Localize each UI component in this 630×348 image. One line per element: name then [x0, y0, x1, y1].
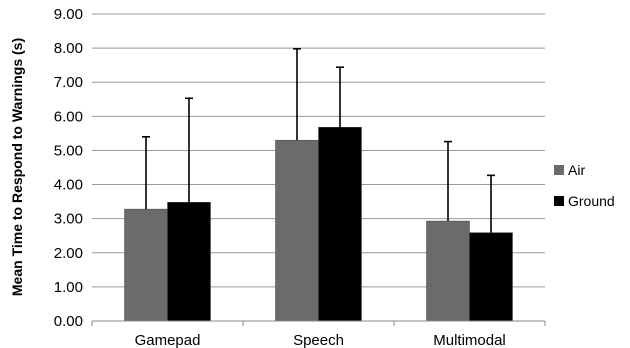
bar-ground: [167, 202, 211, 322]
y-tick-labels: 0.00 1.00 2.00 3.00 4.00 5.00 6.00 7.00 8.00 9.00: [54, 6, 83, 330]
y-tick-label: 0.00: [54, 313, 83, 330]
y-tick-label: 3.00: [54, 211, 83, 228]
x-tick-label: Multimodal: [433, 332, 506, 348]
y-axis-label: Mean Time to Respond to Warnings (s): [9, 38, 25, 296]
error-bars: [142, 47, 495, 233]
bars: [124, 126, 513, 322]
legend-swatch-ground: [554, 196, 564, 206]
legend-label-air: Air: [568, 162, 585, 178]
bar-ground: [318, 126, 362, 322]
y-tick-label: 2.00: [54, 245, 83, 262]
legend: Air Ground: [554, 162, 615, 209]
x-tick-label: Gamepad: [135, 332, 201, 348]
bar-air: [426, 220, 470, 322]
bar-air: [275, 139, 319, 322]
y-tick-label: 8.00: [54, 40, 83, 57]
y-tick-label: 4.00: [54, 177, 83, 194]
y-tick-label: 9.00: [54, 6, 83, 23]
bar-air: [124, 208, 168, 322]
y-tick-label: 6.00: [54, 108, 83, 125]
x-tick-label: Speech: [293, 332, 344, 348]
legend-swatch-air: [554, 165, 564, 175]
y-tick-label: 7.00: [54, 74, 83, 91]
x-tick-labels: Gamepad Speech Multimodal: [91, 321, 546, 348]
bar-ground: [469, 232, 513, 322]
y-tick-label: 1.00: [54, 279, 83, 296]
legend-label-ground: Ground: [568, 193, 615, 209]
y-tick-label: 5.00: [54, 142, 83, 159]
